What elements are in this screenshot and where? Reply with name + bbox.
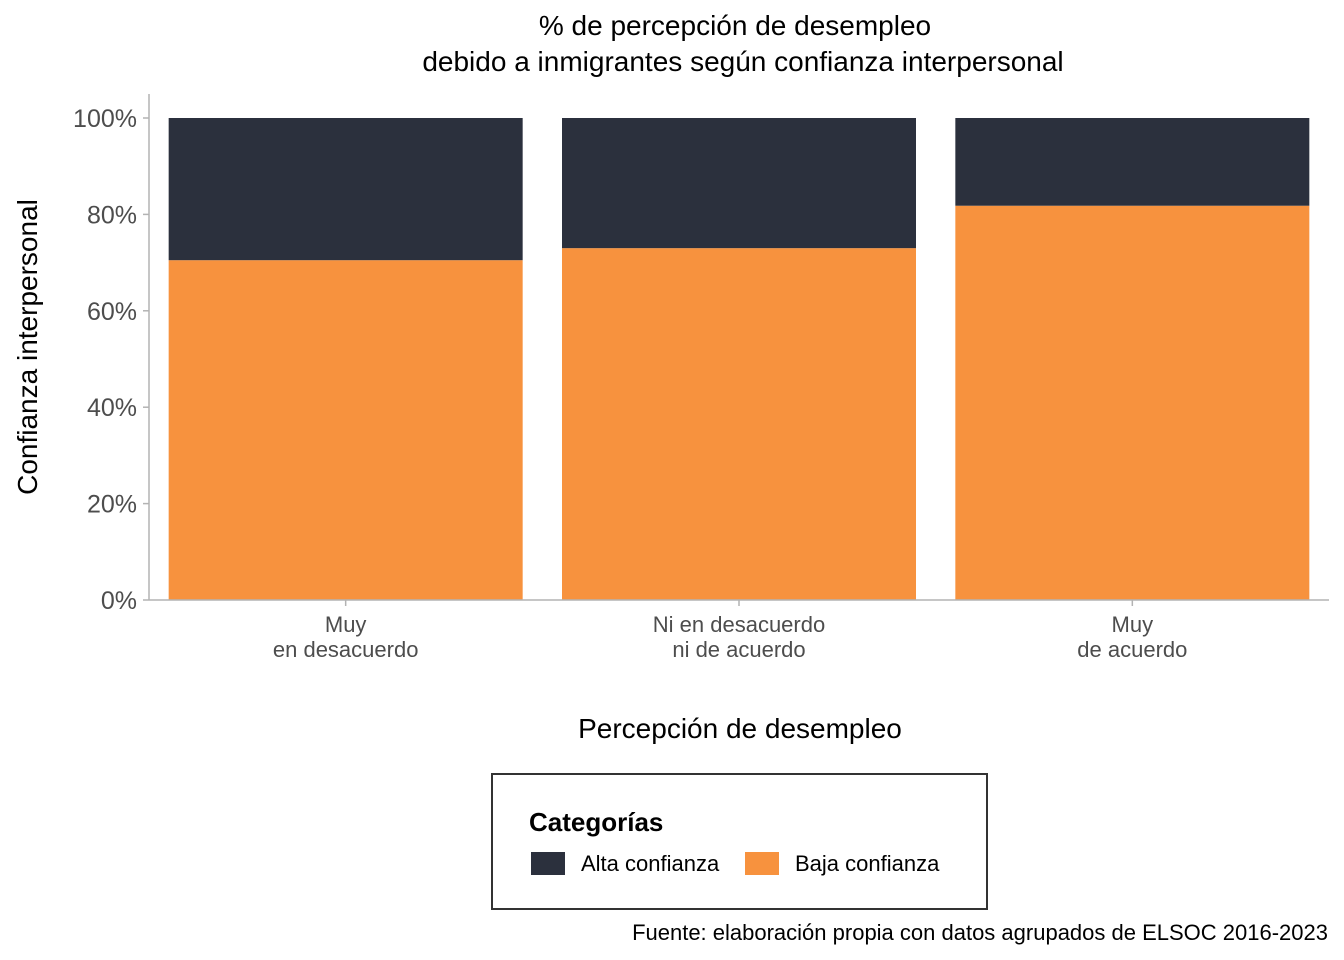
y-ticks: 0% 20% 40% 60% 80% 100% <box>73 105 149 615</box>
y-tick-label: 40% <box>87 394 137 422</box>
x-tick-label: Ni en desacuerdo <box>653 612 825 637</box>
legend-key-baja-confianza <box>745 852 779 875</box>
bars-layer <box>168 118 1310 600</box>
bar-alta-confianza-1 <box>168 118 523 261</box>
y-tick-label: 0% <box>101 587 137 615</box>
x-tick-label: de acuerdo <box>1077 637 1187 662</box>
bar-baja-confianza-3 <box>955 205 1310 600</box>
bar-baja-confianza-1 <box>168 260 523 600</box>
y-tick-label: 100% <box>73 105 137 133</box>
chart-title-line-2: debido a inmigrantes según confianza int… <box>422 46 1063 77</box>
x-tick-label: ni de acuerdo <box>672 637 805 662</box>
legend-label-baja-confianza: Baja confianza <box>795 851 940 876</box>
legend-label-alta-confianza: Alta confianza <box>581 851 720 876</box>
y-tick-label: 20% <box>87 491 137 519</box>
bar-baja-confianza-2 <box>562 248 916 600</box>
legend: Categorías Alta confianza Baja confianza <box>491 773 988 910</box>
legend-title: Categorías <box>529 807 663 837</box>
source-caption: Fuente: elaboración propia con datos agr… <box>632 920 1328 945</box>
chart-title-line-1: % de percepción de desempleo <box>539 10 931 41</box>
x-axis-title: Percepción de desempleo <box>578 713 902 744</box>
bar-alta-confianza-2 <box>562 118 916 249</box>
x-tick-label: Muy <box>325 612 367 637</box>
bar-alta-confianza-3 <box>955 118 1310 206</box>
legend-box <box>491 773 988 910</box>
y-tick-label: 60% <box>87 298 137 326</box>
legend-key-alta-confianza <box>531 852 565 875</box>
x-tick-label: en desacuerdo <box>273 637 419 662</box>
x-tick-label: Muy <box>1112 612 1154 637</box>
y-tick-label: 80% <box>87 201 137 229</box>
y-axis-title: Confianza interpersonal <box>12 199 43 495</box>
